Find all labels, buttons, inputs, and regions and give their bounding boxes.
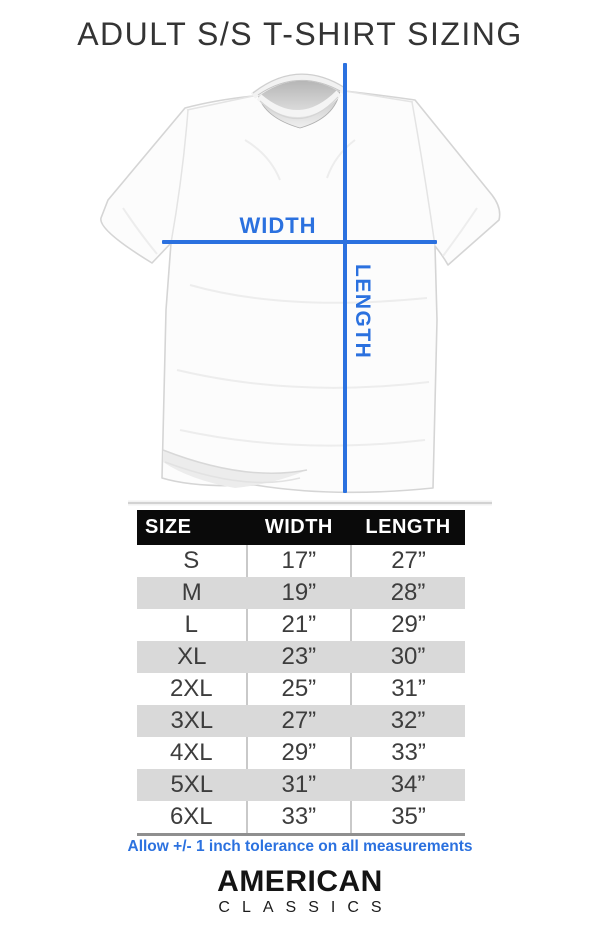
size-chart-header: SIZE WIDTH LENGTH (137, 510, 465, 545)
size-row-3xl: 3XL 27” 32” (137, 705, 465, 737)
width-cell: 17” (245, 545, 352, 577)
tshirt-image (100, 73, 501, 506)
width-cell: 25” (245, 673, 352, 705)
size-cell: 6XL (137, 801, 247, 836)
width-cell: 27” (246, 705, 352, 737)
size-row-m: M 19” 28” (137, 577, 465, 609)
width-measure-line (162, 240, 437, 244)
brand-name-secondary: CLASSICS (218, 898, 394, 916)
column-header-size: SIZE (137, 510, 247, 545)
tshirt-diagram: WIDTH LENGTH (100, 63, 501, 506)
length-cell: 32” (351, 705, 465, 737)
size-cell: 4XL (169, 739, 213, 766)
width-cell: 23” (246, 641, 352, 673)
size-cell: S (183, 547, 200, 574)
length-cell: 33” (350, 737, 465, 769)
length-cell: 34” (351, 769, 465, 801)
length-cell: 31” (350, 673, 465, 705)
width-cell: 21” (245, 609, 352, 641)
shirt-wrinkles (122, 139, 478, 447)
size-cell: 2XL (169, 675, 213, 702)
size-cell: M (137, 577, 247, 609)
length-cell: 29” (350, 609, 465, 641)
hem-fold (162, 449, 308, 488)
size-chart-table: SIZE WIDTH LENGTH S 17” 27” M 19” 28” L 21” 29” XL 2… (137, 510, 465, 836)
width-cell: 29” (245, 737, 352, 769)
size-row-s: S 17” 27” (137, 545, 465, 577)
page-title: ADULT S/S T-SHIRT SIZING (77, 16, 523, 52)
length-cell: 27” (350, 545, 465, 577)
size-cell: L (184, 611, 198, 638)
size-row-l: L 21” 29” (137, 609, 465, 641)
size-row-xl: XL 23” 30” (137, 641, 465, 673)
size-cell: 5XL (137, 769, 247, 801)
length-cell: 28” (351, 577, 465, 609)
width-label: WIDTH (239, 213, 317, 238)
size-row-6xl: 6XL 33” 35” (137, 801, 465, 836)
tshirt-body (100, 77, 501, 494)
size-chart-header-row: SIZE WIDTH LENGTH (137, 510, 465, 545)
width-cell: 31” (246, 769, 352, 801)
length-label: LENGTH (351, 264, 374, 360)
size-row-5xl: 5XL 31” 34” (137, 769, 465, 801)
shirt-seams (170, 90, 436, 247)
size-cell: 3XL (137, 705, 247, 737)
column-header-length: LENGTH (351, 510, 465, 545)
brand-name-primary: AMERICAN (217, 865, 383, 898)
size-chart-body: S 17” 27” M 19” 28” L 21” 29” XL 23” 30” 2XL 25” 31” 3X… (137, 545, 465, 836)
length-cell: 35” (350, 801, 465, 836)
tolerance-note: Allow +/- 1 inch tolerance on all measur… (127, 838, 473, 855)
size-row-2xl: 2XL 25” 31” (137, 673, 465, 705)
length-cell: 30” (351, 641, 465, 673)
tshirt-collar (250, 73, 347, 129)
length-measure-line (343, 63, 347, 493)
size-cell: XL (137, 641, 247, 673)
width-cell: 19” (246, 577, 352, 609)
brand-logo: AMERICAN CLASSICS (0, 866, 600, 917)
width-cell: 33” (245, 801, 352, 836)
size-row-4xl: 4XL 29” 33” (137, 737, 465, 769)
column-header-width: WIDTH (246, 510, 352, 545)
